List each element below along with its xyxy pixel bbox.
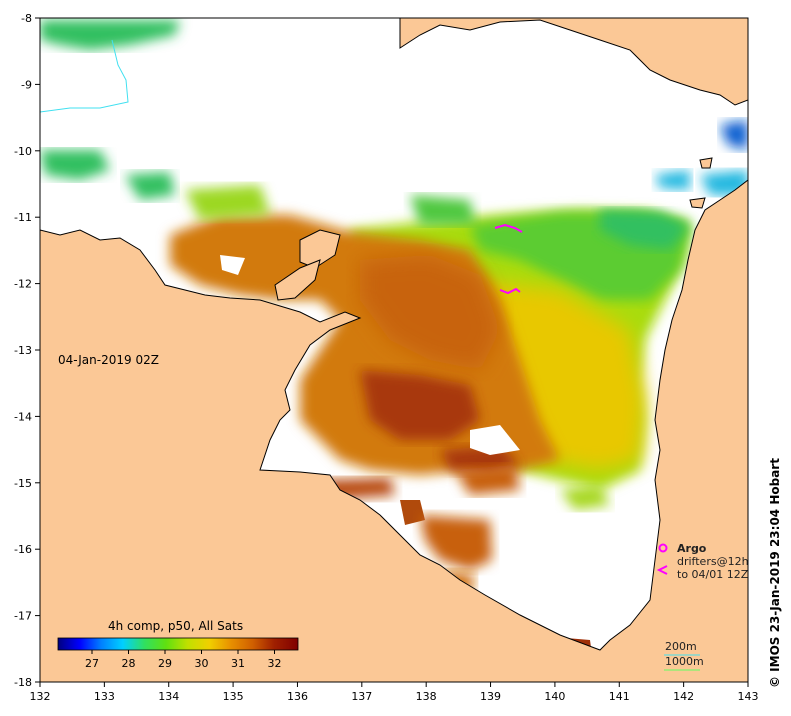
colorbar-tick-label: 30: [195, 657, 209, 670]
argo-label: Argo: [677, 542, 707, 555]
x-tick-label: 136: [287, 690, 308, 703]
y-axis: -8 -9 -10 -11 -12 -13 -14 -15 -16 -17 -18: [14, 12, 40, 689]
x-tick-label: 140: [544, 690, 565, 703]
y-tick-label: -11: [14, 211, 32, 224]
drifters-label: drifters@12h: [677, 555, 749, 568]
y-tick-label: -8: [21, 12, 32, 25]
colorbar-tick-label: 29: [158, 657, 172, 670]
colorbar-title: 4h comp, p50, All Sats: [108, 619, 243, 633]
y-tick-label: -16: [14, 543, 32, 556]
x-tick-label: 143: [738, 690, 759, 703]
x-tick-label: 135: [223, 690, 244, 703]
x-axis: 132 133 134 135 136 137 138 139 140 141 142 143: [30, 682, 759, 703]
depth-1000-label: 1000m: [665, 655, 704, 668]
argo-marker-icon: [658, 543, 668, 553]
timestamp-label: 04-Jan-2019 02Z: [58, 353, 159, 367]
colorbar-tick-label: 28: [122, 657, 136, 670]
legend: Argo drifters@12h to 04/01 12Z 200m 1000…: [656, 542, 749, 671]
y-tick-label: -17: [14, 610, 32, 623]
y-tick-label: -9: [21, 78, 32, 91]
x-tick-label: 132: [30, 690, 51, 703]
colorbar-tick-label: 32: [268, 657, 282, 670]
drifter-tracks: [494, 223, 523, 295]
colorbar-tick-label: 31: [231, 657, 245, 670]
y-tick-label: -10: [14, 145, 32, 158]
y-tick-label: -13: [14, 344, 32, 357]
credit-text: © IMOS 23-Jan-2019 23:04 Hobart: [768, 458, 782, 688]
depth-contour-line: [40, 39, 129, 113]
sst-field: [40, 20, 748, 655]
y-tick-label: -15: [14, 477, 32, 490]
colorbar-tick-label: 27: [85, 657, 99, 670]
x-tick-label: 139: [480, 690, 501, 703]
y-tick-label: -12: [14, 278, 32, 291]
y-tick-label: -18: [14, 676, 32, 689]
x-tick-label: 142: [673, 690, 694, 703]
landmass: [40, 18, 748, 682]
x-tick-label: 133: [94, 690, 115, 703]
drifter-arrow-icon: [656, 565, 668, 575]
colorbar: 4h comp, p50, All Sats 27 28 29 30 31 32: [57, 619, 299, 670]
x-tick-label: 137: [351, 690, 372, 703]
x-tick-label: 138: [416, 690, 437, 703]
colorbar-gradient: [57, 637, 299, 651]
x-tick-label: 134: [158, 690, 179, 703]
depth-200-label: 200m: [665, 640, 697, 653]
y-tick-label: -14: [14, 410, 32, 423]
drifters-sub-label: to 04/01 12Z: [677, 568, 749, 581]
x-tick-label: 141: [609, 690, 630, 703]
